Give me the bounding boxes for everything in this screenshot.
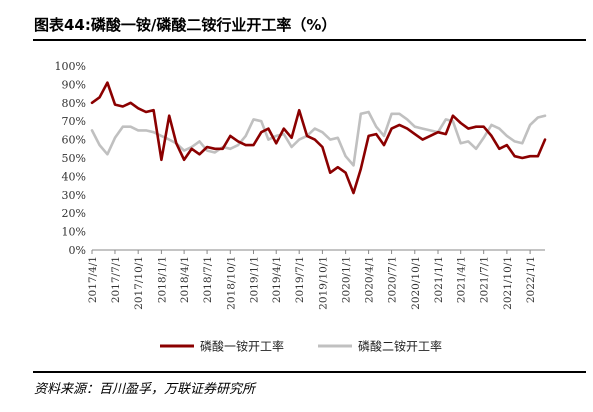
legend-label-2: 磷酸二铵开工率 [358,339,442,354]
x-tick-label: 2021/10/1 [502,256,514,310]
series-line-2 [90,110,547,167]
y-tick-label: 40% [62,170,86,183]
y-tick-label: 100% [55,60,86,73]
y-tick-label: 90% [62,78,86,91]
x-tick-label: 2019/10/1 [317,256,329,310]
y-tick-label: 70% [62,115,86,128]
source-rule [33,371,586,373]
x-tick-label: 2021/1/1 [433,256,445,303]
x-tick-label: 2020/4/1 [364,256,376,303]
chart-legend: 磷酸一铵开工率 磷酸二铵开工率 [160,339,442,354]
x-tick-label: 2021/4/1 [456,256,468,303]
x-tick-label: 2017/7/1 [110,256,122,303]
source-note: 资料来源：百川盈孚，万联证券研究所 [34,382,256,397]
x-tick-label: 2018/4/1 [179,256,191,303]
legend-label-1: 磷酸一铵开工率 [200,339,284,354]
x-tick-label: 2018/10/1 [225,256,237,310]
x-tick-label: 2022/1/1 [525,256,537,303]
x-tick-label: 2017/4/1 [87,256,99,303]
x-tick-label: 2018/1/1 [156,256,168,303]
y-tick-label: 10% [62,226,86,239]
x-tick-label: 2019/4/1 [271,256,283,303]
y-tick-label: 30% [62,189,86,202]
x-tick-label: 2019/1/1 [249,256,261,303]
x-tick-label: 2020/7/1 [387,256,399,303]
y-tick-label: 60% [62,134,86,147]
x-tick-label: 2018/7/1 [202,256,214,303]
chart-title: 图表44:磷酸一铵/磷酸二铵行业开工率（%） [34,16,337,34]
chart-axes: 0% 10% 20% 30% 40% 50% 60% 70% 80% 90% 100% 2017/4/… [55,60,545,310]
chart-series [90,81,547,195]
title-rule [33,39,586,41]
y-tick-label: 80% [62,97,86,110]
x-tick-label: 2021/7/1 [479,256,491,303]
y-tick-label: 20% [62,207,86,220]
x-tick-label: 2019/7/1 [294,256,306,303]
series-line-1 [90,81,547,195]
x-tick-label: 2017/10/1 [133,256,145,310]
y-tick-label: 50% [62,152,86,165]
x-tick-label: 2020/1/1 [341,256,353,303]
y-tick-label: 0% [69,244,86,257]
x-tick-label: 2020/10/1 [410,256,422,310]
